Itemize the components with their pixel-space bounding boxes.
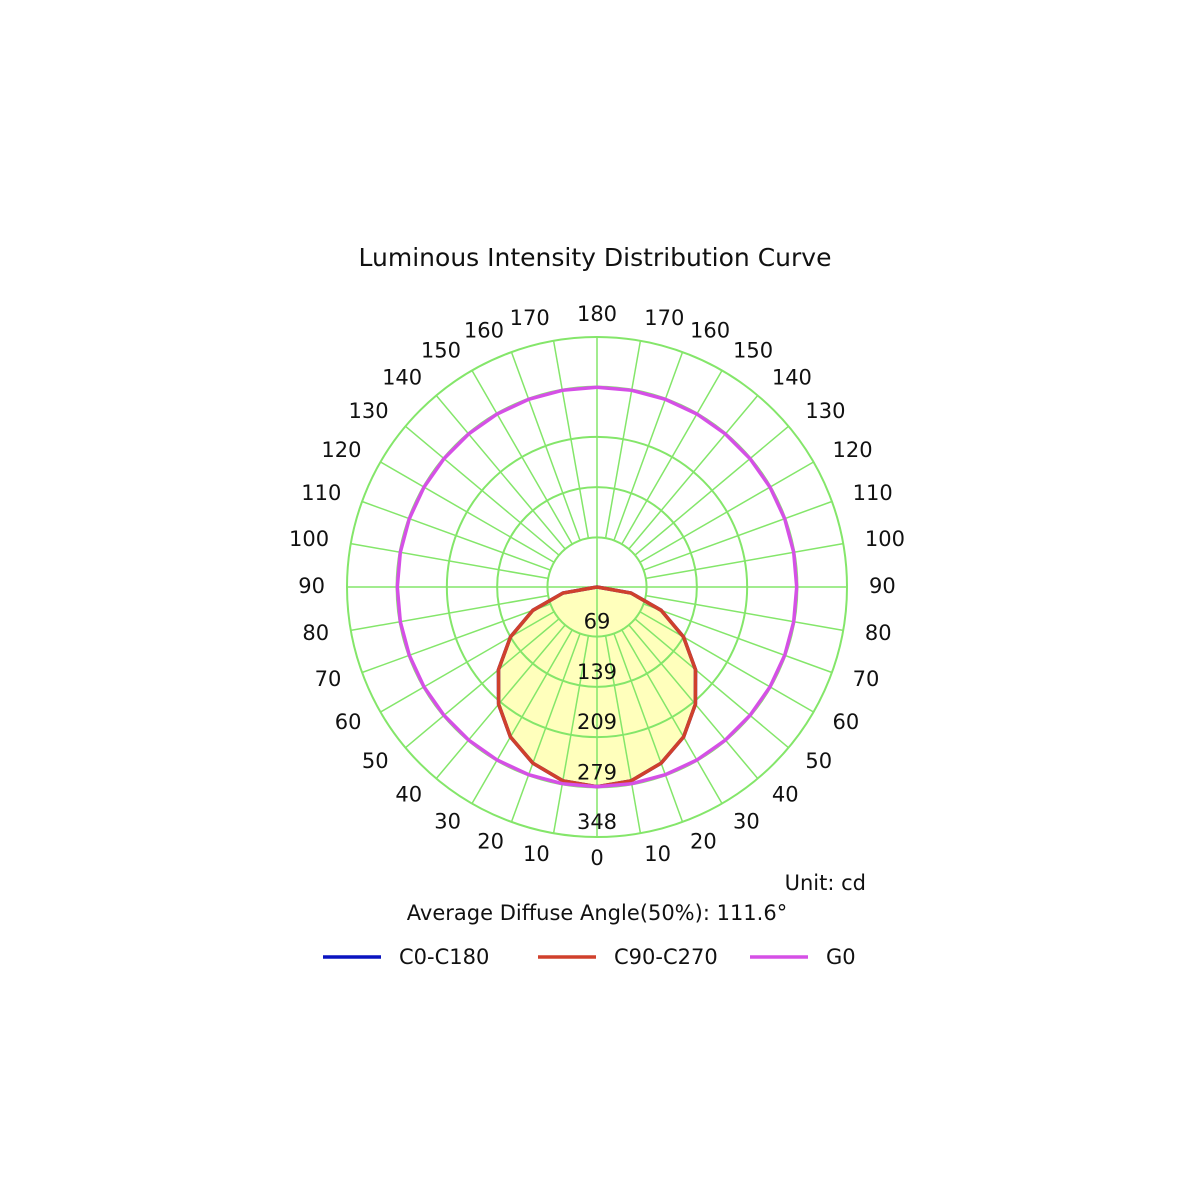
grid-spoke (380, 461, 555, 563)
grid-spoke (604, 635, 642, 834)
angle-label: 180 (577, 302, 617, 326)
series-line (496, 585, 598, 789)
angle-label: 40 (395, 782, 422, 806)
angle-label: 70 (315, 667, 342, 691)
series-line (395, 385, 598, 789)
grid-spoke (639, 611, 814, 713)
angle-label: 90 (298, 574, 325, 598)
angle-label: 50 (362, 749, 389, 773)
legend-label: G0 (826, 945, 856, 969)
angle-label: 130 (349, 399, 389, 423)
angle-label: 120 (321, 438, 361, 462)
angle-label: 10 (523, 842, 550, 866)
legend-label: C0-C180 (399, 945, 489, 969)
grid-spoke (350, 594, 549, 632)
grid-spoke (634, 425, 789, 556)
grid-spoke (510, 633, 581, 823)
radial-tick-label: 348 (577, 810, 617, 834)
angle-label: 150 (421, 338, 461, 362)
grid-spoke (471, 629, 573, 804)
angle-label: 170 (644, 306, 684, 330)
grid-spoke (621, 629, 723, 804)
angle-label: 10 (644, 842, 671, 866)
grid-spoke (639, 461, 814, 563)
grid-spoke (435, 624, 566, 779)
angle-label: 90 (869, 574, 896, 598)
radial-tick-label: 279 (577, 760, 617, 784)
angle-label: 130 (805, 399, 845, 423)
grid-spoke (621, 370, 723, 545)
angle-label: 30 (733, 810, 760, 834)
radial-tick-label: 69 (584, 610, 611, 634)
angle-label: 170 (510, 306, 550, 330)
angle-label: 60 (335, 710, 362, 734)
angle-label: 100 (289, 527, 329, 551)
angle-label: 160 (464, 318, 504, 342)
series-line (596, 385, 799, 789)
grid-spoke (510, 351, 581, 541)
grid-spoke (643, 500, 833, 571)
angle-label: 140 (772, 366, 812, 390)
angle-label: 40 (772, 782, 799, 806)
grid-spoke (552, 340, 590, 539)
chart-title: Luminous Intensity Distribution Curve (359, 243, 832, 272)
grid-spoke (628, 395, 759, 550)
grid-spoke (613, 351, 684, 541)
angle-label: 20 (477, 830, 504, 854)
grid-spoke (471, 370, 573, 545)
angle-label: 150 (733, 338, 773, 362)
angle-label: 70 (853, 667, 880, 691)
angle-label: 80 (865, 621, 892, 645)
grid-spoke (645, 542, 844, 580)
grid-spoke (435, 395, 566, 550)
series-line (596, 585, 698, 789)
grid-spoke (643, 603, 833, 674)
grid-spoke (380, 611, 555, 713)
angle-label: 0 (590, 846, 603, 870)
angle-label: 50 (805, 749, 832, 773)
legend-label: C90-C270 (614, 945, 718, 969)
radial-tick-label: 139 (577, 660, 617, 684)
angle-label: 160 (690, 318, 730, 342)
grid-spoke (361, 500, 551, 571)
angle-label: 120 (833, 438, 873, 462)
grid-spoke (613, 633, 684, 823)
angle-label: 60 (833, 710, 860, 734)
grid-spoke (405, 425, 560, 556)
angle-label: 30 (434, 810, 461, 834)
grid-spoke (552, 635, 590, 834)
angle-label: 110 (301, 481, 341, 505)
grid-spoke (628, 624, 759, 779)
annotation: Average Diffuse Angle(50%): 111.6° (407, 901, 787, 925)
angle-label: 20 (690, 830, 717, 854)
grid-spoke (405, 618, 560, 749)
grid-spoke (604, 340, 642, 539)
angle-label: 110 (853, 481, 893, 505)
grid-spoke (645, 594, 844, 632)
angle-label: 100 (865, 527, 905, 551)
grid-spoke (350, 542, 549, 580)
grid-spoke (361, 603, 551, 674)
unit-label: Unit: cd (785, 871, 866, 895)
angle-label: 140 (382, 366, 422, 390)
radial-tick-label: 209 (577, 710, 617, 734)
angle-label: 80 (302, 621, 329, 645)
grid-spoke (634, 618, 789, 749)
